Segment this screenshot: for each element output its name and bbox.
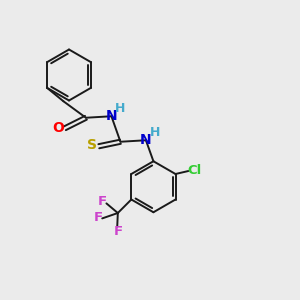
Text: Cl: Cl [187, 164, 202, 177]
Text: S: S [87, 138, 97, 152]
Text: F: F [113, 225, 122, 239]
Text: H: H [115, 102, 125, 115]
Text: N: N [106, 109, 117, 123]
Text: H: H [150, 126, 160, 139]
Text: O: O [52, 121, 64, 135]
Text: F: F [94, 211, 103, 224]
Text: N: N [140, 133, 152, 147]
Text: F: F [98, 195, 107, 208]
